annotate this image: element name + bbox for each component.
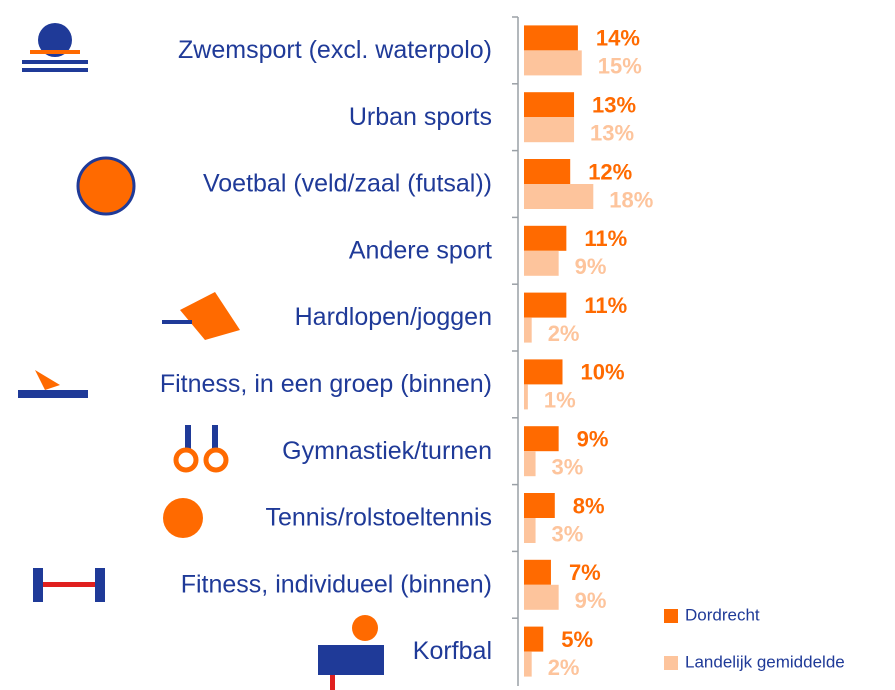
value-label: 8% [573, 493, 605, 518]
icon-tennis [163, 498, 203, 538]
value-label: 5% [561, 627, 593, 652]
bar [524, 92, 575, 118]
bar [524, 451, 536, 477]
value-label: 9% [575, 588, 607, 613]
icon-step [18, 390, 88, 398]
icons [18, 23, 384, 690]
bar [524, 117, 575, 143]
icon-korfbal [318, 645, 384, 675]
icon-ball [76, 156, 136, 216]
icon-korfbal [352, 615, 378, 641]
bar [524, 225, 567, 251]
bar [524, 250, 559, 276]
value-label: 13% [592, 93, 636, 118]
icon-korfbal [330, 675, 335, 690]
icon-swim [22, 68, 88, 72]
icon-step [35, 370, 60, 390]
value-label: 13% [590, 121, 634, 146]
category-label: Andere sport [349, 236, 492, 264]
bar [524, 25, 578, 51]
value-label: 15% [598, 54, 642, 79]
bar [524, 50, 582, 76]
value-label: 2% [548, 655, 580, 680]
category-label: Voetbal (veld/zaal (futsal)) [203, 170, 492, 198]
legend-label: Dordrecht [685, 605, 760, 624]
legend-label: Landelijk gemiddelde [685, 652, 845, 671]
value-label: 3% [552, 455, 584, 480]
value-label: 1% [544, 388, 576, 413]
category-label: Urban sports [349, 103, 492, 131]
value-label: 9% [577, 427, 609, 452]
bar [524, 493, 555, 518]
legend-swatch [664, 656, 678, 670]
value-label: 11% [584, 293, 627, 318]
bar [524, 359, 563, 385]
icon-shoe [162, 320, 192, 324]
value-label: 18% [609, 187, 653, 212]
bar [524, 292, 567, 318]
bar [524, 651, 532, 677]
icon-swim [22, 60, 88, 64]
legend-swatch [664, 609, 678, 623]
bar [524, 317, 532, 343]
category-label: Tennis/rolstoeltennis [265, 504, 492, 532]
icon-rings [212, 425, 218, 450]
bar [524, 384, 528, 410]
icon-shoe [180, 292, 240, 340]
bar [524, 559, 551, 585]
category-label: Korfbal [413, 637, 492, 665]
bar [524, 518, 536, 543]
value-label: 7% [569, 560, 601, 585]
value-label: 11% [584, 226, 627, 251]
icon-rings [173, 447, 199, 473]
value-label: 2% [548, 321, 580, 346]
icon-weights [33, 568, 43, 602]
category-label: Fitness, in een groep (binnen) [160, 370, 492, 398]
bar [524, 584, 559, 610]
category-label: Gymnastiek/turnen [282, 437, 492, 465]
value-label: 9% [575, 254, 607, 279]
icon-swim [30, 50, 80, 54]
icon-swim [38, 23, 72, 57]
category-label: Fitness, individueel (binnen) [181, 570, 492, 598]
icon-weights [43, 582, 95, 587]
bar [524, 184, 594, 209]
icon-weights [95, 568, 105, 602]
value-label: 10% [581, 360, 625, 385]
icon-rings [203, 447, 229, 473]
category-label: Zwemsport (excl. waterpolo) [178, 36, 492, 64]
bar [524, 626, 544, 652]
value-label: 3% [552, 521, 584, 546]
value-label: 12% [588, 159, 632, 184]
value-label: 14% [596, 26, 640, 51]
bar [524, 159, 571, 184]
category-label: Hardlopen/joggen [295, 303, 492, 331]
icon-rings [185, 425, 191, 450]
bar [524, 426, 559, 452]
